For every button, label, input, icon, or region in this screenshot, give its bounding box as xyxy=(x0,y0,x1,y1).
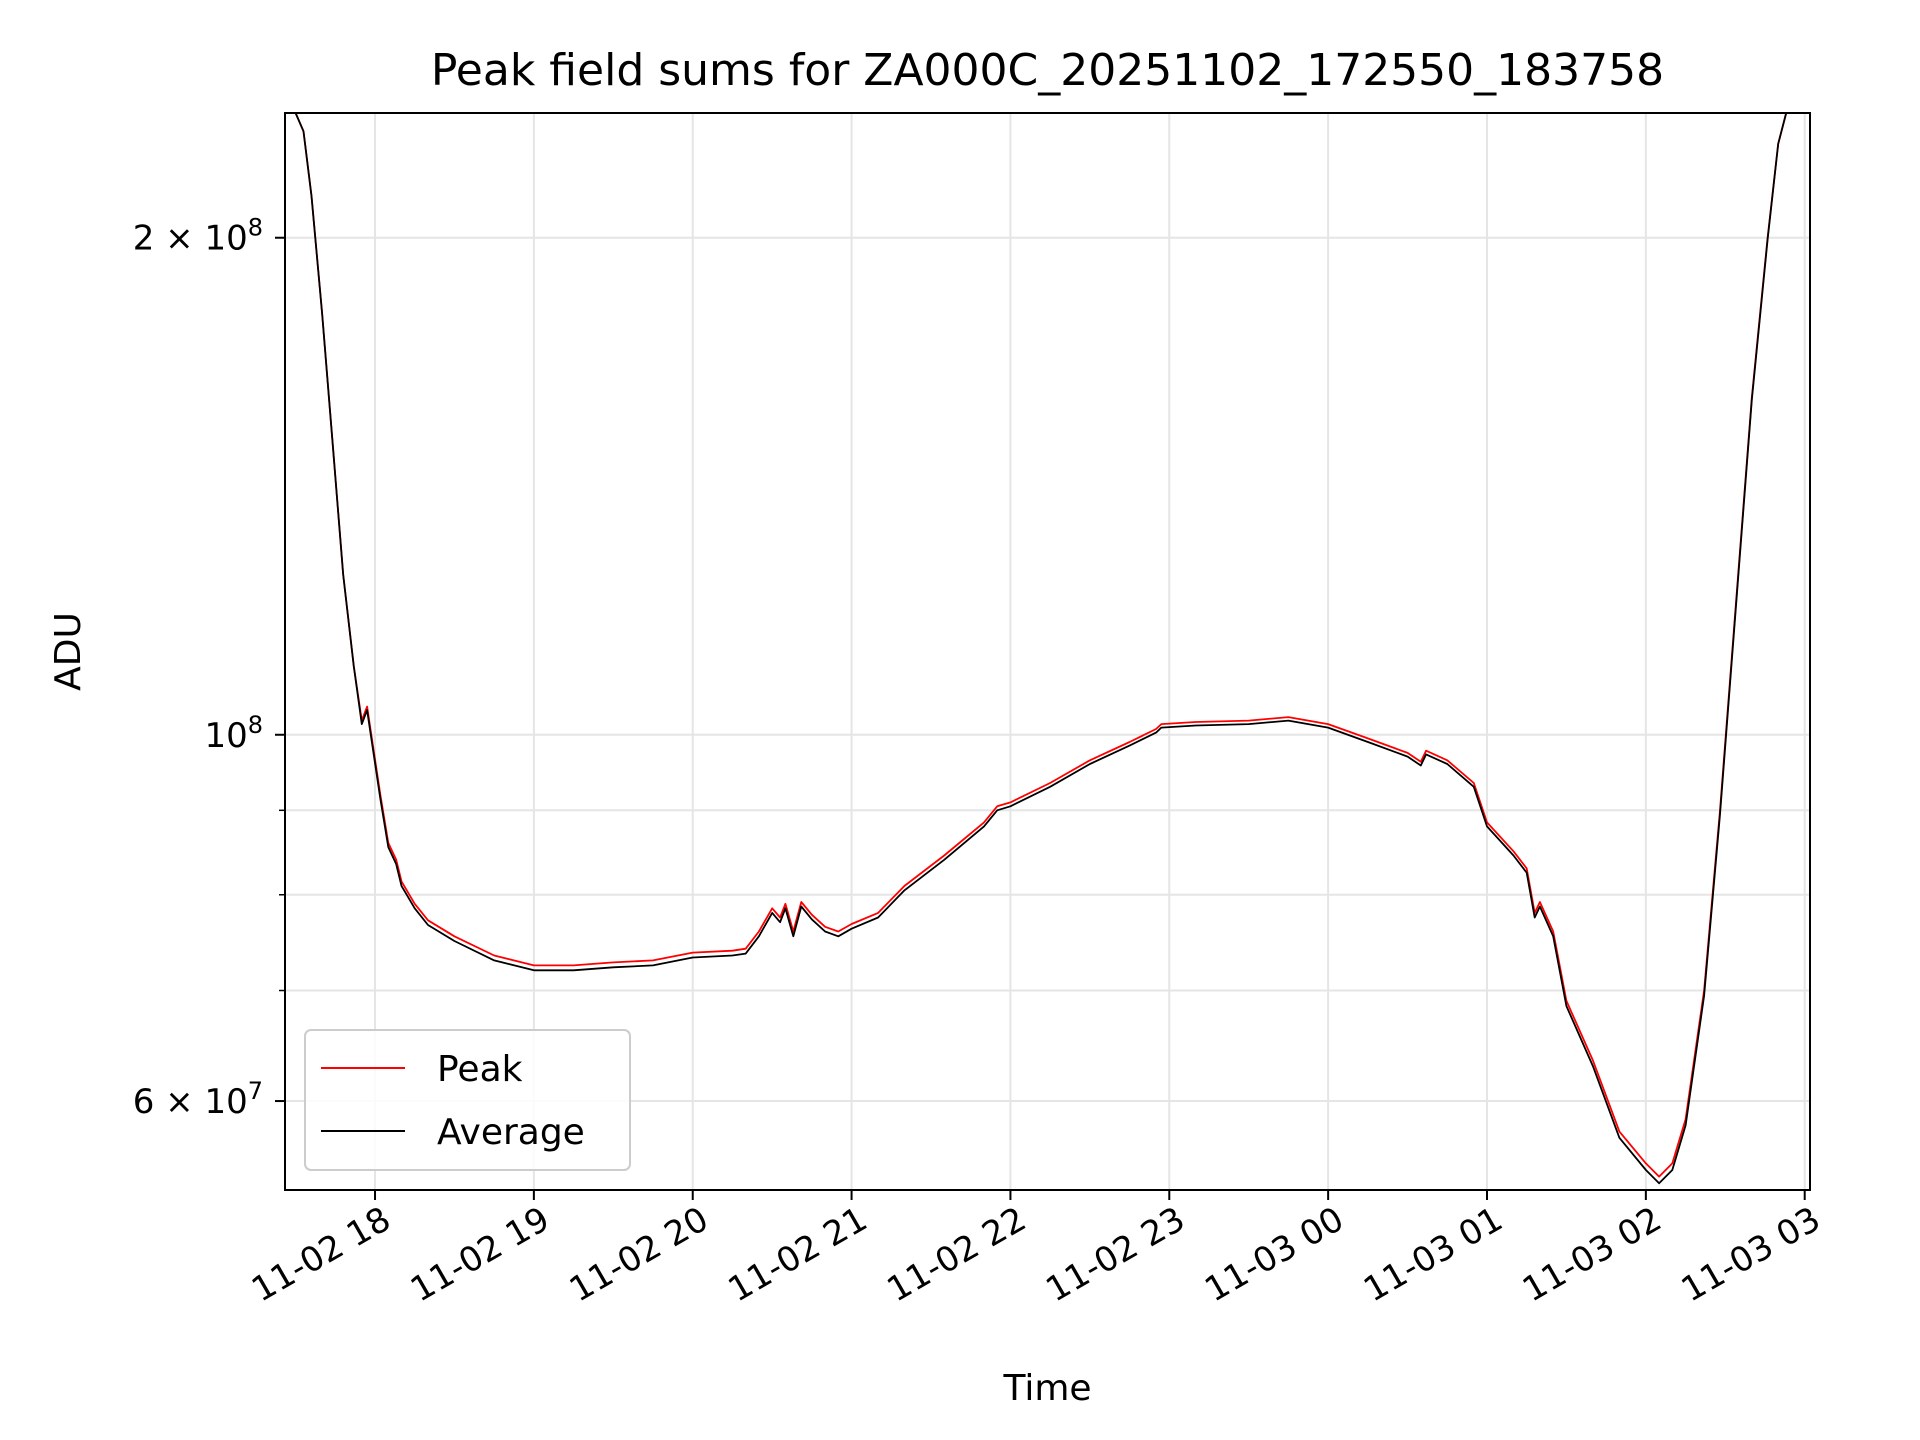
grid xyxy=(285,113,1810,1190)
legend-label-average: Average xyxy=(437,1112,585,1153)
y-tick-label: 108 xyxy=(204,711,263,756)
y-tick-base: 6 × 10 xyxy=(133,1082,248,1122)
legend-label-peak: Peak xyxy=(437,1049,523,1090)
x-axis-label: Time xyxy=(1002,1368,1091,1409)
y-tick-label: 6 × 107 xyxy=(133,1077,263,1122)
y-tick-base: 2 × 10 xyxy=(133,219,248,259)
y-tick-exponent: 8 xyxy=(248,214,263,242)
series-line-average xyxy=(285,112,1810,1185)
legend-box xyxy=(304,1029,631,1171)
legend: Peak Average xyxy=(304,1029,631,1171)
series-line-peak xyxy=(285,112,1810,1178)
y-tick-exponent: 7 xyxy=(248,1077,263,1105)
plot-frame xyxy=(284,112,1811,1191)
y-tick-exponent: 8 xyxy=(248,711,263,739)
y-axis-label: ADU xyxy=(48,612,89,691)
y-tick-label: 2 × 108 xyxy=(133,214,263,259)
series-layer xyxy=(285,112,1810,1185)
chart-title: Peak field sums for ZA000C_20251102_1725… xyxy=(431,45,1664,96)
y-tick-base: 10 xyxy=(204,716,247,756)
